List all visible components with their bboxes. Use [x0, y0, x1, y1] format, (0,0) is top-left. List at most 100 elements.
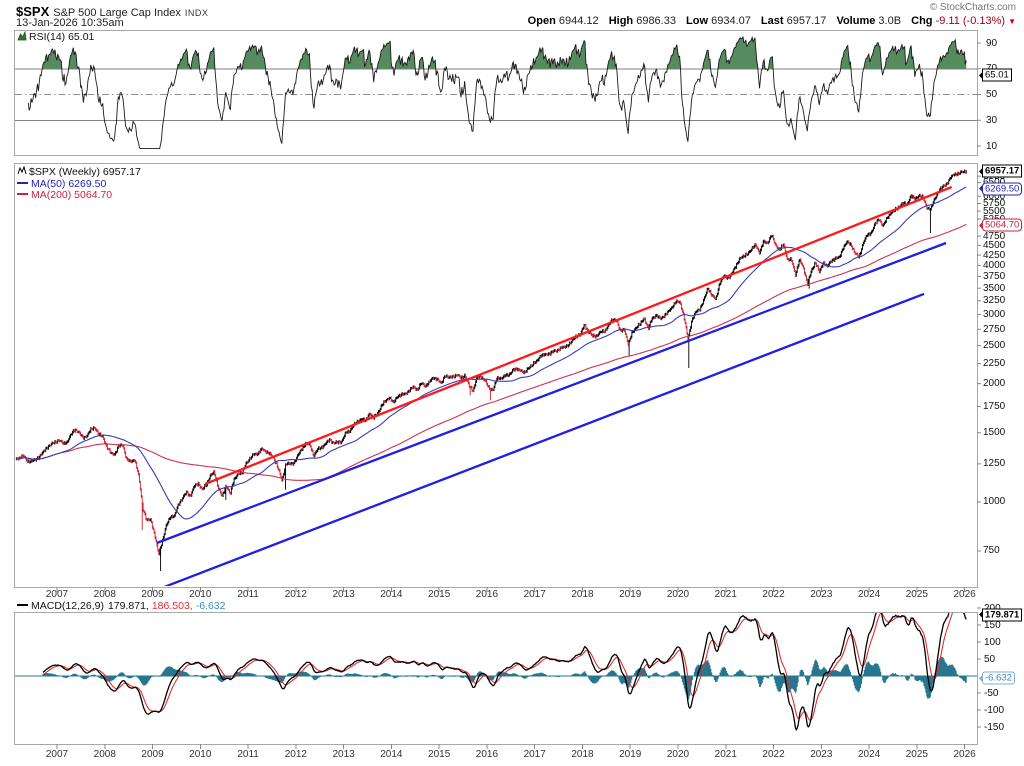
indicator-chart-icon: [17, 30, 27, 41]
callout-arrow-icon: [975, 167, 983, 175]
ma50-legend-label: MA(50) 6269.50: [31, 178, 107, 190]
price-axis-label: 1250: [983, 458, 1006, 470]
last-value: 6957.17: [786, 15, 827, 27]
x-axis-year-label: 2021: [714, 589, 737, 600]
x-axis-year-label: 2020: [666, 589, 690, 600]
chart-datetime: 13-Jan-2026 10:35am: [16, 17, 124, 29]
x-axis-year-label: 2013: [332, 749, 355, 760]
x-axis-year-label: 2009: [141, 589, 164, 600]
x-axis-year-label: 2023: [810, 749, 833, 760]
candles-down[interactable]: [16, 169, 966, 556]
rsi-axis-label: 10: [986, 140, 998, 152]
x-axis-year-label: 2010: [189, 589, 212, 600]
price-axis-label: 2500: [983, 340, 1006, 352]
macd-signal-value: 186.503,: [151, 600, 193, 612]
macd-signal-line[interactable]: [42, 604, 966, 721]
price-axis-label: 6000: [983, 190, 1006, 202]
high-label: High: [608, 15, 634, 27]
x-axis-year-label: 2024: [857, 749, 881, 760]
price-axis-label: 750: [983, 545, 1000, 557]
ma200-callout: 5064.70: [979, 218, 1023, 232]
channel-lower[interactable]: [163, 292, 925, 587]
x-axis-year-label: 2022: [762, 749, 785, 760]
x-axis-year-label: 2007: [45, 589, 69, 600]
price-axis-label: 2000: [983, 378, 1006, 390]
x-axis-year-label: 2014: [380, 589, 403, 600]
x-axis-year-label: 2025: [905, 749, 928, 760]
rsi-axis-label: 50: [986, 89, 998, 100]
x-axis-year-label: 2012: [284, 589, 307, 600]
x-axis-year-label: 2026: [953, 589, 976, 600]
x-axis-year-label: 2008: [93, 589, 116, 600]
chg-value: -9.11 (-0.13%): [935, 15, 1006, 27]
price-axis-label: 1750: [983, 400, 1006, 412]
x-axis-year-label: 2024: [857, 589, 881, 600]
x-axis-year-label: 2012: [284, 749, 307, 760]
macd-axis-label: -100: [984, 704, 1005, 716]
price-legend: $SPX (Weekly) 6957.17: [17, 165, 141, 178]
price-axis-label: 5750: [983, 198, 1006, 209]
volume-value: 3.0B: [878, 15, 902, 27]
macd-swatch-icon: [17, 604, 28, 607]
macd-legend-label: MACD(12,26,9): [31, 600, 104, 612]
rsi-legend: RSI(14) 65.01: [17, 30, 95, 43]
callout-arrow-icon: [975, 184, 983, 193]
rsi-axis-label: 30: [986, 114, 998, 126]
x-axis-year-label: 2013: [332, 589, 355, 600]
panel-border: [14, 163, 978, 588]
price-axis-label: 1500: [983, 427, 1006, 439]
macd-axis-label: 150: [984, 619, 1001, 631]
price-axis-label: 4500: [983, 239, 1006, 251]
price-axis-label: 2250: [983, 358, 1006, 370]
macd-value: 179.871,: [107, 600, 149, 612]
copyright: © StockCharts.com: [929, 2, 1016, 13]
rsi-callout: 65.01: [979, 68, 1012, 82]
macd-callout: 179.871: [979, 608, 1023, 622]
low-label: Low: [686, 15, 709, 27]
chart-title: $SPX S&P 500 Large Cap Index INDX: [16, 3, 208, 21]
ma50-callout: 6269.50: [979, 182, 1023, 196]
open-value: 6944.12: [558, 15, 599, 27]
rsi-legend-label: RSI(14) 65.01: [29, 31, 95, 43]
price-legend-label: $SPX (Weekly) 6957.17: [29, 166, 141, 178]
quote-line: Open 6944.12 High 6986.33 Low 6934.07 La…: [528, 15, 1016, 27]
volume-label: Volume: [836, 15, 876, 27]
x-axis-year-label: 2014: [380, 749, 403, 760]
x-axis-year-label: 2015: [428, 589, 451, 600]
x-axis-year-label: 2021: [714, 749, 737, 760]
x-axis-year-label: 2008: [93, 749, 116, 760]
macd-line[interactable]: [42, 599, 967, 732]
callout-arrow-icon: [975, 71, 983, 80]
rsi-line[interactable]: [27, 35, 967, 150]
price-axis-label: 3250: [983, 295, 1006, 307]
x-axis-year-label: 2022: [762, 589, 785, 600]
x-axis-year-label: 2011: [237, 749, 259, 760]
channel-upper[interactable]: [156, 241, 947, 545]
chg-down-icon: ▼: [1008, 17, 1016, 26]
high-value: 6986.33: [636, 15, 676, 27]
price-axis-label: 1000: [983, 496, 1006, 508]
x-axis-year-label: 2016: [475, 589, 499, 600]
x-axis-year-label: 2023: [810, 589, 833, 600]
panel-border: [14, 30, 978, 156]
ma50-legend: MA(50) 6269.50: [17, 178, 106, 190]
x-axis-year-label: 2019: [619, 749, 642, 760]
x-axis-year-label: 2017: [523, 749, 546, 760]
macd-histogram: [42, 656, 967, 701]
price-axis-label: 4250: [983, 249, 1006, 261]
price-axis-label: 4750: [983, 230, 1006, 242]
resistance-line[interactable]: [204, 185, 953, 486]
macd-axis-label: -150: [984, 721, 1005, 733]
macd-axis-label: 50: [984, 653, 996, 665]
price-axis-label: 3750: [983, 270, 1006, 282]
symbol-name: S&P 500 Large Cap Index: [53, 7, 181, 19]
x-axis-year-label: 2018: [571, 749, 594, 760]
macd-axis-label: 200: [984, 603, 1001, 614]
x-axis-year-label: 2020: [666, 749, 690, 760]
panel-border: [14, 612, 978, 745]
macd-legend: MACD(12,26,9) 179.871, 186.503, -6.632: [17, 600, 225, 612]
x-axis-year-label: 2026: [953, 749, 976, 760]
macd-hist-callout: -6.632: [979, 671, 1015, 685]
